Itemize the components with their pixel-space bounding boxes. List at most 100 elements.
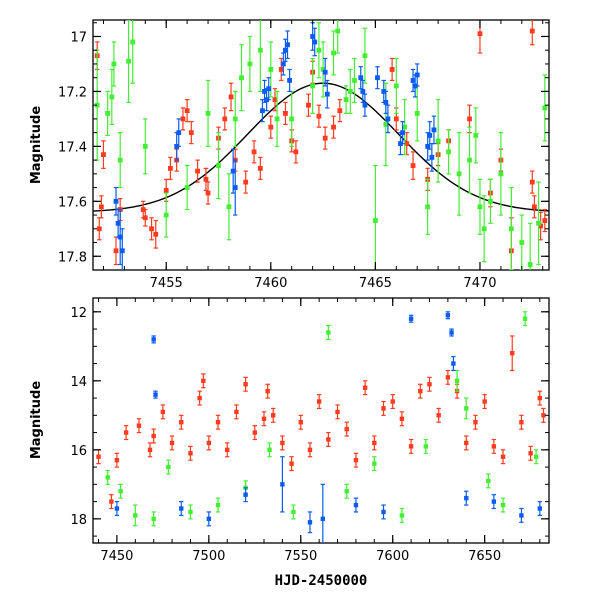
y-tick-label: 14 bbox=[70, 375, 87, 390]
data-point bbox=[142, 215, 148, 221]
data-point bbox=[257, 165, 263, 171]
data-point bbox=[163, 212, 169, 218]
data-point bbox=[435, 138, 441, 144]
data-point bbox=[151, 433, 156, 439]
data-point bbox=[215, 502, 221, 508]
full-axes: 7450 7500 7550 7600 7650 12 14 16 18 bbox=[70, 298, 549, 564]
x-tick-label: 7500 bbox=[192, 549, 225, 564]
data-point bbox=[316, 113, 322, 119]
data-point bbox=[280, 440, 285, 446]
data-point bbox=[431, 127, 437, 133]
data-point bbox=[414, 111, 420, 116]
data-point bbox=[163, 187, 169, 193]
data-point bbox=[536, 220, 541, 226]
data-point bbox=[151, 516, 156, 522]
data-point bbox=[393, 116, 399, 122]
data-point bbox=[117, 234, 123, 240]
data-point bbox=[418, 388, 423, 394]
data-point bbox=[243, 382, 248, 387]
y-tick-label: 12 bbox=[70, 306, 87, 321]
series-green bbox=[105, 311, 539, 527]
data-point bbox=[142, 143, 148, 149]
data-point bbox=[510, 351, 515, 356]
data-point bbox=[230, 168, 236, 174]
data-point bbox=[519, 513, 524, 518]
data-point bbox=[427, 132, 433, 138]
zoom-y-axis-title: Magnitude bbox=[29, 106, 44, 185]
data-point bbox=[326, 330, 331, 335]
data-point bbox=[96, 226, 102, 232]
data-point bbox=[399, 513, 405, 518]
data-point bbox=[278, 67, 284, 72]
data-point bbox=[268, 67, 274, 72]
data-point bbox=[425, 204, 431, 210]
data-point bbox=[243, 179, 249, 185]
data-point bbox=[169, 440, 175, 446]
data-point bbox=[293, 149, 299, 155]
data-point bbox=[232, 185, 238, 190]
data-point bbox=[385, 116, 391, 122]
data-point bbox=[429, 154, 435, 160]
data-point bbox=[381, 406, 386, 411]
data-point bbox=[114, 506, 120, 511]
data-point bbox=[201, 378, 206, 384]
data-point bbox=[247, 61, 253, 67]
data-point bbox=[390, 399, 395, 404]
data-point bbox=[477, 204, 483, 210]
data-point bbox=[445, 375, 451, 380]
data-point bbox=[306, 102, 311, 108]
data-point bbox=[393, 83, 399, 89]
data-point bbox=[500, 454, 506, 459]
data-point bbox=[400, 130, 405, 136]
data-point bbox=[206, 516, 212, 522]
data-point bbox=[167, 165, 173, 171]
x-tick-label: 7460 bbox=[254, 276, 287, 291]
data-point bbox=[153, 392, 158, 397]
data-point bbox=[262, 89, 267, 94]
data-point bbox=[537, 395, 543, 401]
data-point bbox=[310, 83, 316, 89]
data-point bbox=[408, 444, 414, 449]
x-tick-label: 7470 bbox=[463, 276, 496, 291]
data-point bbox=[133, 513, 138, 518]
data-point bbox=[179, 420, 184, 425]
data-point bbox=[118, 489, 123, 494]
data-point bbox=[449, 330, 454, 335]
data-point bbox=[482, 399, 487, 404]
data-point bbox=[337, 108, 343, 114]
data-point bbox=[316, 399, 322, 404]
data-point bbox=[362, 385, 368, 390]
data-point bbox=[228, 94, 234, 100]
data-point bbox=[344, 489, 349, 494]
data-point bbox=[316, 47, 322, 53]
full-plot-frame bbox=[92, 297, 550, 544]
data-point bbox=[195, 168, 200, 174]
data-point bbox=[298, 420, 303, 425]
data-point bbox=[372, 461, 377, 466]
data-point bbox=[399, 416, 405, 421]
data-point bbox=[408, 316, 414, 321]
data-point bbox=[215, 420, 221, 425]
data-point bbox=[522, 316, 528, 321]
data-point bbox=[115, 220, 121, 226]
data-point bbox=[117, 157, 123, 163]
data-point bbox=[383, 100, 389, 105]
data-point bbox=[160, 409, 166, 415]
data-point bbox=[498, 171, 504, 177]
data-point bbox=[402, 124, 408, 130]
data-point bbox=[464, 495, 469, 501]
data-point bbox=[289, 461, 294, 466]
data-point bbox=[307, 520, 313, 525]
data-point bbox=[456, 171, 462, 177]
data-point bbox=[473, 132, 479, 138]
data-point bbox=[153, 231, 159, 237]
data-point bbox=[326, 437, 331, 442]
full-x-axis-title: HJD-2450000 bbox=[275, 573, 368, 589]
zoom-panel: 7455 7460 7465 7470 17 17.2 17.4 17.6 17.8 Magni… bbox=[29, 19, 550, 291]
data-point bbox=[372, 440, 377, 446]
data-point bbox=[491, 499, 497, 504]
full-data-layer bbox=[96, 311, 546, 543]
data-point bbox=[527, 262, 533, 267]
data-point bbox=[481, 226, 487, 232]
